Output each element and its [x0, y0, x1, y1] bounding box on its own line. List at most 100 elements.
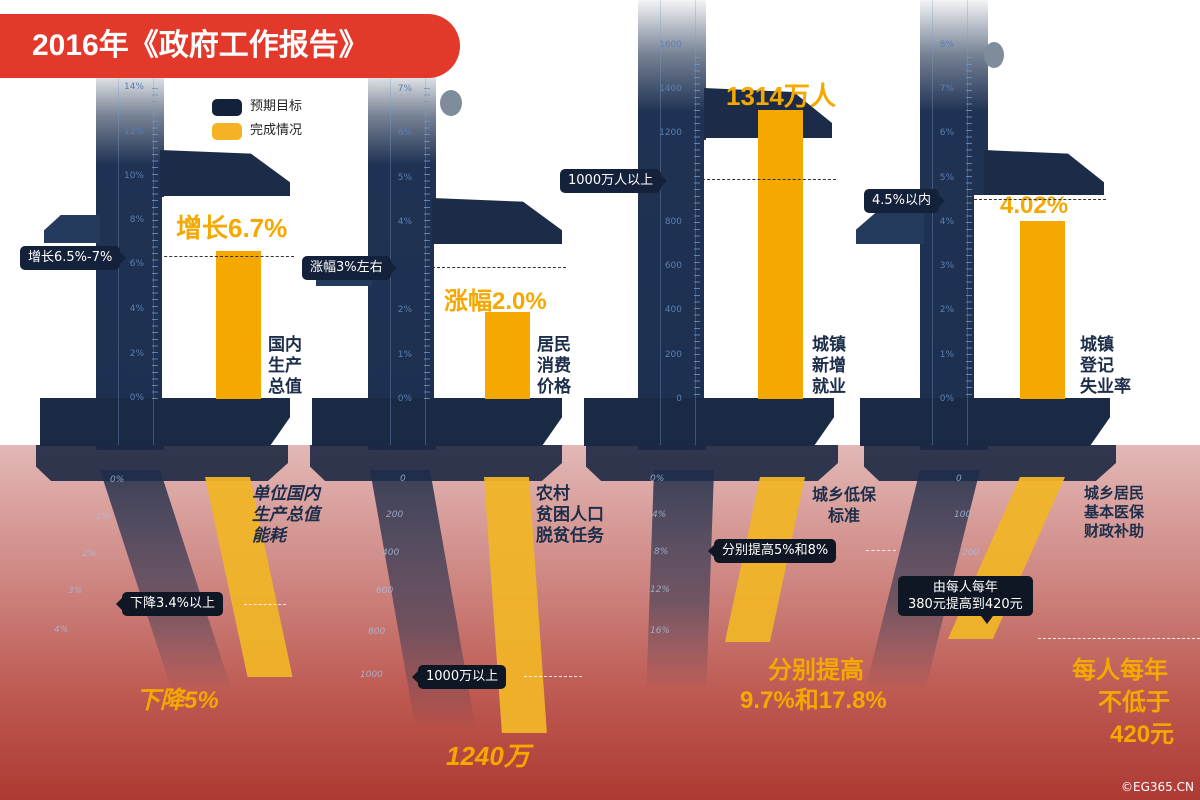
tick-label: 200 — [386, 510, 404, 520]
category-label: 农村 贫困人口 脱贫任务 — [536, 484, 604, 546]
category-label: 城镇 登记 失业率 — [1080, 335, 1131, 397]
tick-label: 2% — [129, 349, 144, 359]
actual-bar — [1020, 221, 1065, 399]
caliper-lower-jaw — [312, 398, 562, 446]
page-title: 2016年《政府工作报告》 — [0, 14, 460, 78]
tick-label: 4% — [129, 304, 144, 314]
target-dashed-line — [974, 199, 1106, 200]
tick-label: 1200 — [659, 128, 682, 138]
reflection-jaw — [864, 445, 1116, 481]
target-dashed-line — [244, 604, 286, 605]
target-tag: 增长6.5%-7% — [20, 246, 127, 270]
category-label: 国内 生产 总值 — [268, 335, 302, 397]
target-tag-text: 增长6.5%-7% — [28, 250, 113, 265]
actual-bar — [758, 110, 803, 399]
tick-label: 6% — [129, 259, 144, 269]
target-dashed-line — [432, 267, 566, 268]
reflection-beam — [646, 470, 714, 690]
ruler-ticks — [966, 44, 972, 400]
target-tag: 1000万以上 — [412, 665, 507, 689]
tag-pointer-icon — [412, 671, 418, 683]
caliper-upper-jaw — [160, 150, 290, 196]
tick-label: 6% — [397, 128, 412, 138]
category-label: 城镇 新增 就业 — [812, 335, 846, 397]
tick-label: 0 — [400, 474, 406, 484]
target-tag-text: 1000万人以上 — [568, 173, 654, 188]
tick-label: 1000 — [360, 670, 383, 680]
tick-label: 8% — [654, 547, 669, 557]
ruler-scale — [390, 70, 426, 450]
category-label: 单位国内 生产总值 能耗 — [252, 484, 320, 546]
tick-label: 16% — [650, 626, 671, 636]
tick-label: 1600 — [659, 40, 682, 50]
tick-label: 0% — [939, 394, 954, 404]
legend-label: 完成情况 — [250, 123, 303, 138]
tick-label: 0% — [110, 475, 125, 485]
caliper-lower-jaw — [860, 398, 1110, 446]
tick-label: 5% — [397, 173, 412, 183]
tick-label: 8% — [939, 40, 954, 50]
tick-label: 600 — [376, 586, 394, 596]
tick-label: 7% — [397, 84, 412, 94]
actual-value-label-line2: 不低于 — [1098, 689, 1170, 716]
caliper-left-jaw — [44, 215, 100, 243]
actual-value-label: 增长6.7% — [176, 213, 288, 243]
tick-label: 7% — [939, 84, 954, 94]
tick-label: 8% — [129, 215, 144, 225]
reflection-jaw — [36, 445, 288, 481]
tick-label: 12% — [123, 127, 144, 137]
tick-label: 2% — [397, 305, 412, 315]
category-label: 城乡居民 基本医保 财政补助 — [1084, 484, 1145, 540]
tick-label: 2% — [82, 549, 97, 559]
tick-label: 1% — [939, 350, 954, 360]
legend-label: 预期目标 — [250, 99, 303, 114]
tag-pointer-icon — [120, 252, 127, 264]
caliper-lower-jaw — [40, 398, 290, 446]
tick-label: 10% — [123, 171, 144, 181]
tick-label: 3% — [939, 261, 954, 271]
tag-pointer-icon — [661, 175, 668, 187]
target-dashed-line — [524, 676, 582, 677]
tag-pointer-icon — [980, 616, 993, 624]
tick-label: 5% — [939, 173, 954, 183]
actual-bar — [216, 251, 261, 399]
actual-value-label: 下降5% — [136, 687, 219, 714]
tick-label: 4% — [397, 217, 412, 227]
tick-label: 4% — [652, 510, 667, 520]
ruler-ticks — [694, 44, 700, 400]
target-tag-text: 由每人每年 — [932, 580, 998, 595]
tick-label: 0 — [956, 474, 962, 484]
tick-label: 600 — [664, 261, 682, 271]
actual-value-label: 1240万 — [446, 741, 530, 771]
target-dashed-line — [1038, 638, 1200, 639]
category-label: 城乡低保 标准 — [812, 485, 877, 525]
tick-label: 400 — [382, 548, 400, 558]
target-tag: 分别提高5%和8% — [708, 539, 837, 563]
tick-label: 0% — [129, 393, 144, 403]
tick-label: 14% — [123, 82, 144, 92]
target-tag-text: 下降3.4%以上 — [130, 596, 216, 611]
reflection-jaw — [310, 445, 562, 481]
tick-label: 1% — [397, 350, 412, 360]
tag-pointer-icon — [390, 262, 397, 274]
legend-item-actual: 完成情况 — [212, 120, 302, 144]
target-tag-text: 分别提高5%和8% — [722, 543, 829, 558]
tick-label: 0% — [650, 474, 665, 484]
tick-label: 3% — [68, 586, 83, 596]
tick-label: 4% — [939, 217, 954, 227]
tick-label: 400 — [664, 305, 682, 315]
tag-pointer-icon — [116, 598, 122, 610]
caliper-lower-jaw — [584, 398, 834, 446]
actual-value-label: 涨幅2.0% — [444, 288, 547, 315]
tick-label: 100 — [954, 510, 972, 520]
tick-label: 2% — [939, 305, 954, 315]
tag-pointer-icon — [708, 545, 714, 557]
tick-label: 800 — [664, 217, 682, 227]
legend-swatch-target — [212, 99, 242, 116]
actual-value-label-line2: 9.7%和17.8% — [740, 687, 887, 714]
target-tag: 由每人每年 380元提高到420元 — [898, 576, 1033, 624]
actual-value-label: 4.02% — [1000, 192, 1069, 219]
tick-label: 800 — [368, 627, 386, 637]
actual-value-label: 1314万人 — [726, 81, 836, 111]
tick-label: 200 — [962, 548, 980, 558]
